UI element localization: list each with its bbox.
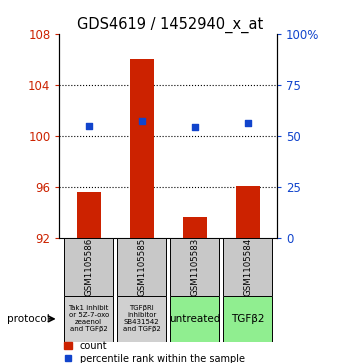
- Point: [86, 123, 91, 129]
- Text: GSM1105584: GSM1105584: [243, 238, 252, 296]
- Bar: [64, 296, 113, 342]
- Bar: [223, 296, 272, 342]
- Text: TGFβ2: TGFβ2: [231, 314, 265, 324]
- Bar: [64, 238, 113, 296]
- Bar: [130, 59, 154, 238]
- Bar: [170, 238, 219, 296]
- Text: GSM1105586: GSM1105586: [84, 238, 93, 296]
- Text: GSM1105585: GSM1105585: [137, 238, 146, 296]
- Bar: [223, 238, 272, 296]
- Point: [245, 120, 251, 126]
- Bar: [117, 238, 166, 296]
- Text: TGFβRI
inhibitor
SB431542
and TGFβ2: TGFβRI inhibitor SB431542 and TGFβ2: [123, 305, 160, 333]
- Bar: [183, 217, 207, 238]
- Bar: [117, 296, 166, 342]
- Legend: count, percentile rank within the sample: count, percentile rank within the sample: [64, 341, 245, 363]
- Point: [192, 124, 198, 130]
- Bar: [170, 296, 219, 342]
- Text: Tak1 inhibit
or 5Z-7-oxo
zeaenol
and TGFβ2: Tak1 inhibit or 5Z-7-oxo zeaenol and TGF…: [68, 305, 109, 333]
- Text: GSM1105583: GSM1105583: [190, 238, 199, 296]
- Point: [139, 118, 144, 124]
- Bar: [77, 192, 101, 238]
- Text: untreated: untreated: [169, 314, 221, 324]
- Text: GDS4619 / 1452940_x_at: GDS4619 / 1452940_x_at: [77, 16, 263, 33]
- Text: protocol: protocol: [7, 314, 50, 324]
- Bar: [236, 186, 260, 238]
